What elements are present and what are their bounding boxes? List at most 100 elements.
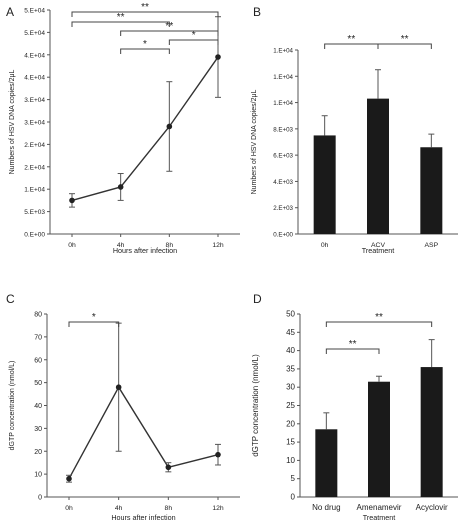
y-tick-label: 5.E+03 — [24, 209, 45, 216]
x-tick-label: 4h — [115, 505, 123, 512]
y-tick-label: 1.E+04 — [273, 74, 293, 81]
x-tick-label: 0h — [65, 505, 73, 512]
x-tick-label: 8h — [165, 505, 173, 512]
significance-label: ** — [347, 34, 355, 45]
y-tick-label: 45 — [286, 328, 295, 337]
series-line — [68, 385, 219, 480]
x-tick-label: 12h — [212, 242, 224, 249]
significance-bracket — [68, 321, 120, 327]
bar-amenamevir — [368, 381, 390, 497]
chart-a: 0.E+00 5.E+03 1.E+04 2.E+04 2.E+04 3.E+04 3.E+… — [9, 2, 240, 255]
y-tick-label: 50 — [34, 380, 42, 387]
y-tick-label: 1.E+04 — [273, 100, 293, 107]
panel-label-a: A — [6, 5, 14, 19]
x-axis-label: Hours after infection — [111, 513, 175, 522]
y-tick-label: 70 — [34, 334, 42, 341]
x-tick-label: 0h — [321, 242, 329, 249]
x-tick-label: Acyclovir — [416, 503, 448, 512]
y-tick-label: 30 — [286, 383, 295, 392]
significance-bracket — [120, 48, 170, 54]
x-tick-label: Amenamevir — [357, 503, 402, 512]
y-tick-label: 4.E+03 — [273, 179, 293, 186]
y-tick-label: 4.E+04 — [24, 52, 45, 59]
y-tick-label: 10 — [34, 472, 42, 479]
chart-d: 0 5 10 15 20 25 30 35 40 45 50 No drug Amenamevir Acy… — [251, 310, 458, 522]
y-tick-label: 20 — [34, 449, 42, 456]
y-tick-label: 10 — [286, 456, 295, 465]
bar-acyclovir — [420, 367, 443, 497]
y-tick-label: 5.E+04 — [24, 8, 45, 15]
x-axis-label: Treatment — [362, 246, 395, 255]
x-tick-label: 12h — [212, 505, 224, 512]
y-tick-label: 50 — [286, 310, 295, 319]
significance-label: * — [192, 30, 196, 41]
data-point — [215, 451, 221, 458]
y-tick-label: 2.E+04 — [24, 142, 45, 149]
data-point — [115, 384, 122, 391]
data-point — [165, 464, 172, 471]
significance-bracket — [71, 11, 219, 17]
y-tick-label: 3.E+04 — [24, 97, 45, 104]
x-axis-label: Hours after infection — [113, 246, 177, 255]
chart-c: 0 10 20 30 40 50 60 70 80 0h 4h 8h 12h Hours after in… — [9, 312, 240, 522]
y-tick-label: 25 — [286, 401, 295, 410]
significance-bracket — [325, 321, 433, 327]
series-line — [71, 56, 219, 202]
x-tick-label: 4h — [117, 242, 125, 249]
y-tick-label: 6.E+03 — [273, 153, 293, 160]
bar-acv — [367, 98, 389, 234]
data-point — [69, 197, 75, 204]
y-tick-label: 15 — [286, 438, 295, 447]
y-axis-label: dGTP concentration (nmol/L) — [9, 361, 16, 451]
significance-label: ** — [117, 12, 125, 23]
x-axis-label: Treatment — [363, 513, 396, 522]
x-tick-label: No drug — [312, 503, 340, 512]
y-tick-label: 30 — [34, 426, 42, 433]
y-axis-label: Numbers of HSV DNA copies/2μL — [9, 70, 16, 175]
significance-bracket — [168, 39, 219, 45]
y-tick-label: 20 — [286, 419, 295, 428]
y-tick-label: 0.E+00 — [24, 232, 45, 239]
panel-label-d: D — [253, 292, 262, 306]
panel-label-c: C — [6, 292, 15, 306]
y-axis-label: Numbers of HSV DNA copies/2μL — [251, 90, 258, 195]
significance-label: ** — [165, 21, 173, 32]
y-tick-label: 5.E+04 — [24, 30, 45, 37]
y-tick-label: 0 — [38, 495, 42, 502]
bar-0h — [313, 135, 336, 234]
y-tick-label: 1.E+04 — [24, 187, 45, 194]
x-tick-label: 0h — [68, 242, 76, 249]
y-tick-label: 40 — [286, 346, 295, 355]
data-point — [166, 123, 173, 130]
y-tick-label: 0 — [291, 493, 296, 502]
y-tick-label: 1.E+04 — [273, 48, 293, 55]
significance-bracket — [120, 30, 219, 36]
y-tick-label: 3.E+04 — [24, 120, 45, 127]
significance-bracket — [325, 348, 380, 354]
data-point — [215, 54, 221, 60]
data-point — [117, 184, 124, 190]
y-tick-label: 2.E+04 — [24, 164, 45, 171]
y-tick-label: 60 — [34, 357, 42, 364]
x-tick-label: ASP — [425, 242, 439, 249]
significance-label: ** — [349, 339, 357, 350]
y-tick-label: 8.E+03 — [273, 126, 293, 133]
data-point — [66, 475, 72, 482]
y-axis-label: dGTP concentration (nmol/L) — [251, 354, 260, 457]
panel-label-b: B — [253, 5, 261, 19]
significance-label: * — [92, 312, 96, 323]
significance-label: ** — [375, 312, 383, 323]
bar-no-drug — [315, 429, 338, 497]
significance-bracket — [71, 21, 170, 27]
bar-asp — [420, 147, 443, 234]
significance-label: * — [143, 39, 147, 50]
significance-label: ** — [141, 2, 149, 13]
significance-bracket — [377, 43, 432, 49]
y-tick-label: 35 — [286, 364, 295, 373]
y-tick-label: 5 — [291, 474, 296, 483]
y-tick-label: 4.E+04 — [24, 75, 45, 82]
y-tick-label: 40 — [34, 403, 42, 410]
x-tick-label: 8h — [166, 242, 174, 249]
y-tick-label: 80 — [34, 312, 42, 319]
